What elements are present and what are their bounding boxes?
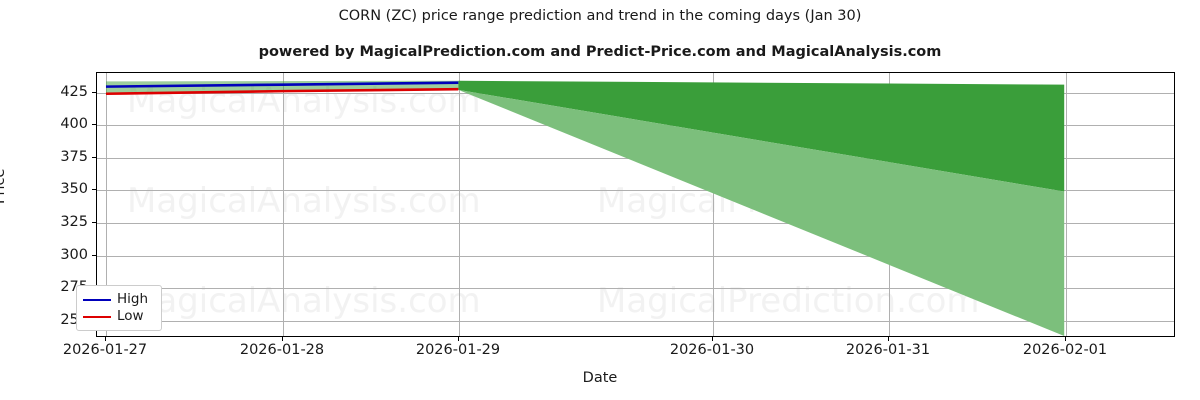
y-tick-mark: [92, 189, 96, 191]
y-tick-mark: [92, 222, 96, 224]
x-tick-mark: [888, 337, 889, 341]
x-tick-label: 2026-01-30: [669, 342, 755, 358]
y-tick-label: 375: [60, 148, 88, 165]
gridline-horizontal: [97, 255, 1174, 257]
x-tick-mark: [105, 337, 106, 341]
legend-label: Low: [117, 307, 144, 324]
legend-item-low[interactable]: Low: [83, 308, 155, 325]
gridline-horizontal: [97, 288, 1174, 290]
x-tick-label: 2026-01-27: [62, 342, 148, 358]
forecast-lower-cone: [458, 89, 1065, 336]
plot-area: MagicalAnalysis.comMagicalPrediction.com…: [96, 72, 1175, 337]
x-tick-label: 2026-01-28: [239, 342, 325, 358]
legend-item-high[interactable]: High: [83, 291, 155, 308]
y-axis-label: Price: [0, 168, 8, 204]
chart-title: CORN (ZC) price range prediction and tre…: [338, 8, 862, 24]
gridline-vertical: [1066, 73, 1067, 336]
x-tick-label: 2026-02-01: [1022, 342, 1108, 358]
gridline-horizontal: [97, 190, 1174, 192]
y-tick-mark: [92, 91, 96, 93]
y-tick-label: 425: [60, 83, 88, 100]
y-tick-mark: [92, 124, 96, 126]
chart-legend[interactable]: High Low: [76, 285, 162, 331]
x-tick-mark: [282, 337, 283, 341]
x-tick-label: 2026-01-31: [845, 342, 931, 358]
x-axis-label: Date: [582, 370, 618, 386]
y-tick-label: 300: [60, 246, 88, 263]
x-tick-label: 2026-01-29: [415, 342, 501, 358]
gridline-vertical: [283, 73, 284, 336]
y-tick-mark: [92, 156, 96, 158]
y-tick-label: 400: [60, 116, 88, 133]
y-tick-mark: [92, 254, 96, 256]
legend-label: High: [117, 290, 149, 307]
y-tick-label: 350: [60, 181, 88, 198]
series-line-high: [105, 81, 459, 88]
forecast-upper-cone: [458, 80, 1065, 192]
gridline-vertical: [713, 73, 714, 336]
legend-swatch-low-icon: [83, 315, 111, 318]
gridline-horizontal: [97, 223, 1174, 225]
gridline-vertical: [106, 73, 107, 336]
gridline-horizontal: [97, 321, 1174, 323]
data-layer: [105, 80, 1065, 336]
x-tick-mark: [1065, 337, 1066, 341]
x-tick-mark: [458, 337, 459, 341]
series-line-low: [105, 87, 459, 96]
chart-subtitle: powered by MagicalPrediction.com and Pre…: [258, 44, 942, 60]
legend-swatch-high-icon: [83, 298, 111, 301]
x-tick-mark: [712, 337, 713, 341]
gridline-vertical: [459, 73, 460, 336]
y-tick-label: 325: [60, 214, 88, 231]
